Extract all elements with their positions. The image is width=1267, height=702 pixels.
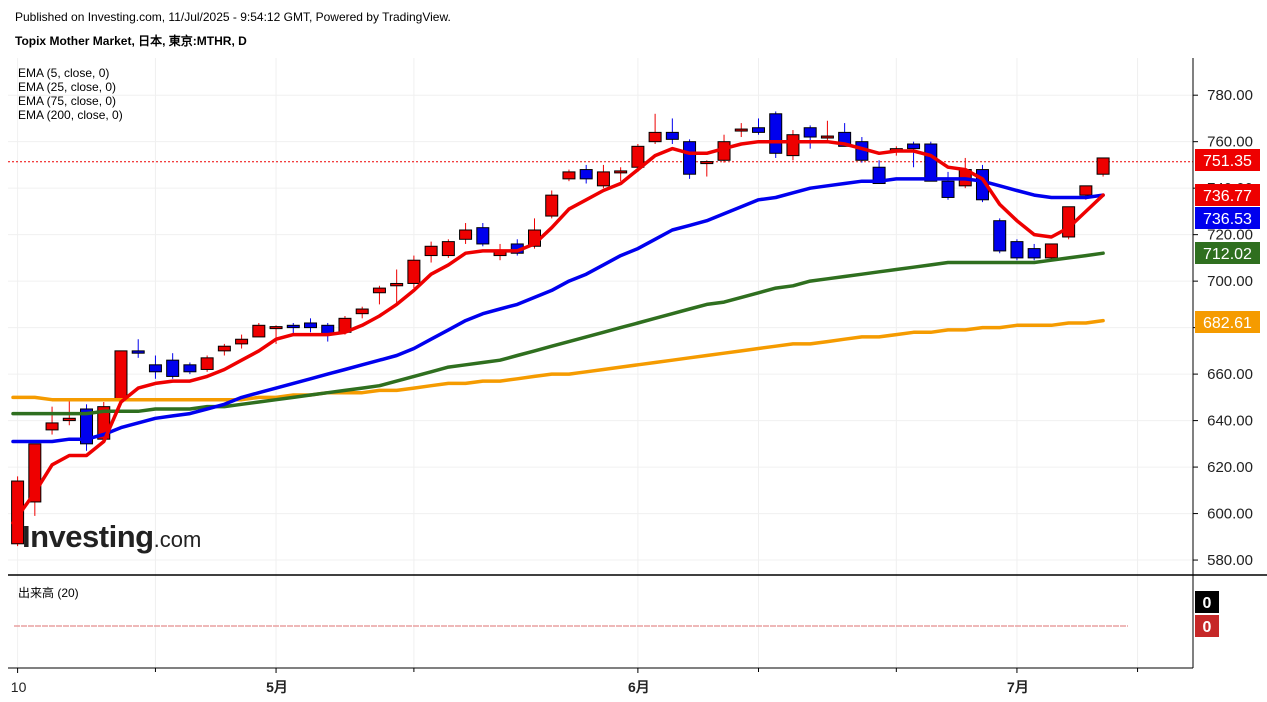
candle-body[interactable] xyxy=(562,171,576,180)
y-tick-label: 640.00 xyxy=(1207,413,1253,430)
y-tick-label: 760.00 xyxy=(1207,134,1253,151)
y-tick-label: 600.00 xyxy=(1207,506,1253,523)
legend-ema-200[interactable]: EMA (200, close, 0) xyxy=(18,108,123,122)
candle-body[interactable] xyxy=(424,245,438,257)
x-tick-label: 10 xyxy=(11,679,27,695)
x-tick-label: 7月 xyxy=(1007,679,1029,695)
price-tag-label: 751.35 xyxy=(1203,153,1252,170)
candle-body[interactable] xyxy=(803,127,817,138)
candle-body[interactable] xyxy=(545,194,559,217)
candle-body[interactable] xyxy=(1044,243,1058,259)
candle-body[interactable] xyxy=(941,180,955,198)
candle-body[interactable] xyxy=(304,322,318,329)
candle-body[interactable] xyxy=(1096,157,1110,175)
candle-body[interactable] xyxy=(631,145,645,168)
candle-body[interactable] xyxy=(148,364,162,373)
candle-body[interactable] xyxy=(1027,248,1041,259)
candle-body[interactable] xyxy=(372,287,386,294)
y-tick-label: 720.00 xyxy=(1207,227,1253,244)
volume-pane: 00 xyxy=(14,591,1219,637)
candle-body[interactable] xyxy=(476,227,490,245)
price-tag-box xyxy=(1195,207,1260,229)
axes xyxy=(8,58,1267,673)
candle-body[interactable] xyxy=(286,324,300,329)
candle-body[interactable] xyxy=(820,135,834,139)
volume-tag-label: 0 xyxy=(1203,595,1212,612)
legend-ema-75[interactable]: EMA (75, close, 0) xyxy=(18,94,117,108)
x-tick-label: 6月 xyxy=(628,679,650,695)
candle-body[interactable] xyxy=(579,169,593,180)
candle-body[interactable] xyxy=(648,131,662,143)
candle-body[interactable] xyxy=(441,241,455,257)
candle-body[interactable] xyxy=(80,408,94,445)
candle-body[interactable] xyxy=(45,422,59,431)
candle-body[interactable] xyxy=(596,171,610,187)
price-tag-label: 712.02 xyxy=(1203,246,1252,263)
y-tick-label: 700.00 xyxy=(1207,273,1253,290)
candle-body[interactable] xyxy=(683,141,697,175)
price-tag-box xyxy=(1195,184,1260,206)
candle-body[interactable] xyxy=(769,113,783,154)
candle-body[interactable] xyxy=(407,259,421,284)
candle-body[interactable] xyxy=(700,161,714,165)
price-tag-box xyxy=(1195,311,1260,333)
y-tick-label: 660.00 xyxy=(1207,366,1253,383)
candle-body[interactable] xyxy=(252,324,266,338)
candle-body[interactable] xyxy=(1079,185,1093,196)
volume-tag-label: 0 xyxy=(1203,619,1212,636)
candle-body[interactable] xyxy=(907,143,921,150)
candle-body[interactable] xyxy=(459,229,473,240)
candle-body[interactable] xyxy=(734,128,748,132)
ema-75-line[interactable] xyxy=(11,251,1105,416)
price-tags: 751.35 736.77 736.53 712.02 682.61 xyxy=(1195,149,1260,333)
legend-ema-25[interactable]: EMA (25, close, 0) xyxy=(18,80,117,94)
candle-body[interactable] xyxy=(390,282,404,287)
candle-body[interactable] xyxy=(665,131,679,140)
candle-body[interactable] xyxy=(614,170,628,174)
price-tag-box xyxy=(1195,149,1260,171)
y-tick-label: 620.00 xyxy=(1207,459,1253,476)
published-notice: Published on Investing.com, 11/Jul/2025 … xyxy=(15,10,451,24)
candle-body[interactable] xyxy=(924,143,938,182)
candle-body[interactable] xyxy=(131,350,145,354)
candle-body[interactable] xyxy=(11,480,25,545)
price-tag-label: 682.61 xyxy=(1203,315,1252,332)
candle-body[interactable] xyxy=(200,357,214,370)
investing-logo: Investing .com xyxy=(22,519,202,554)
candle-body[interactable] xyxy=(751,127,765,133)
candle-body[interactable] xyxy=(1010,241,1024,259)
ema-5-line[interactable] xyxy=(11,139,1105,525)
candle-body[interactable] xyxy=(235,338,249,345)
candle-body[interactable] xyxy=(355,308,369,315)
chart-symbol-title: Topix Mother Market, 日本, 東京:MTHR, D xyxy=(15,34,247,48)
ema-25-line[interactable] xyxy=(11,177,1105,444)
price-tag-label: 736.53 xyxy=(1203,211,1252,228)
volume-tag-box xyxy=(1195,591,1219,613)
ema-lines xyxy=(11,139,1105,525)
candle-body[interactable] xyxy=(166,359,180,377)
x-axis-labels: 10 5月 6月 7月 xyxy=(11,679,1029,695)
y-tick-label: 580.00 xyxy=(1207,552,1253,569)
price-tag-label: 736.77 xyxy=(1203,188,1252,205)
x-tick-label: 5月 xyxy=(266,679,288,695)
candle-body[interactable] xyxy=(217,345,231,352)
candle-body[interactable] xyxy=(62,417,76,422)
candle-body[interactable] xyxy=(786,134,800,157)
volume-tag-box xyxy=(1195,615,1219,637)
volume-indicator-label[interactable]: 出来高 (20) xyxy=(18,586,79,600)
candle-body[interactable] xyxy=(114,350,128,401)
y-tick-label: 780.00 xyxy=(1207,87,1253,104)
ema-200-line[interactable] xyxy=(11,318,1105,402)
price-tag-box xyxy=(1195,242,1260,264)
legend-ema-5[interactable]: EMA (5, close, 0) xyxy=(18,66,110,80)
grid-lines xyxy=(8,58,1193,668)
candle-body[interactable] xyxy=(269,326,283,330)
candle-body[interactable] xyxy=(183,364,197,373)
candle-body[interactable] xyxy=(993,220,1007,252)
indicator-legend: EMA (5, close, 0) EMA (25, close, 0) EMA… xyxy=(18,66,123,122)
